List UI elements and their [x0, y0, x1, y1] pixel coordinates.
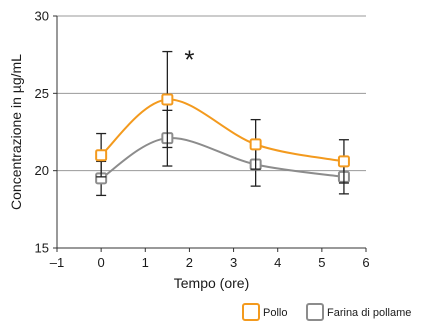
legend-swatch-0 — [242, 303, 260, 321]
x-tick-label-1: 0 — [98, 255, 105, 270]
axes — [56, 16, 366, 249]
series-layer — [95, 50, 350, 197]
data-point-0-1 — [161, 93, 174, 106]
series-0 — [95, 50, 350, 184]
data-point-0-0 — [95, 149, 108, 162]
series-line-0 — [100, 98, 345, 163]
x-tick-label-3: 2 — [186, 255, 193, 270]
x-tick-label-6: 5 — [318, 255, 325, 270]
annotation-0: * — [184, 45, 194, 75]
data-point-0-2 — [249, 138, 262, 151]
y-tick-label-0: 15 — [35, 241, 49, 256]
gridlines — [57, 15, 366, 249]
legend: Pollo Farina di pollame — [242, 303, 411, 321]
series-line-1 — [100, 137, 345, 180]
y-tick-label-1: 20 — [35, 163, 49, 178]
annotations: * — [184, 45, 194, 75]
x-tick-label-4: 3 — [230, 255, 237, 270]
tick-labels: 15 20 25 30 –1 0 1 2 3 4 5 6 — [35, 9, 370, 271]
x-tick-label-7: 6 — [362, 255, 369, 270]
y-tick-label-2: 25 — [35, 86, 49, 101]
x-tick-label-0: –1 — [50, 255, 64, 270]
y-axis-label: Concentrazione in µg/mL — [8, 54, 24, 210]
legend-label-1: Farina di pollame — [327, 307, 411, 319]
x-tick-label-5: 4 — [274, 255, 281, 270]
data-point-0-3 — [337, 155, 350, 168]
legend-label-0: Pollo — [263, 307, 287, 319]
legend-swatch-1 — [306, 303, 324, 321]
y-tick-label-3: 30 — [35, 9, 49, 24]
x-axis-label: Tempo (ore) — [174, 275, 249, 291]
x-tick-label-2: 1 — [142, 255, 149, 270]
series-1 — [95, 109, 350, 197]
